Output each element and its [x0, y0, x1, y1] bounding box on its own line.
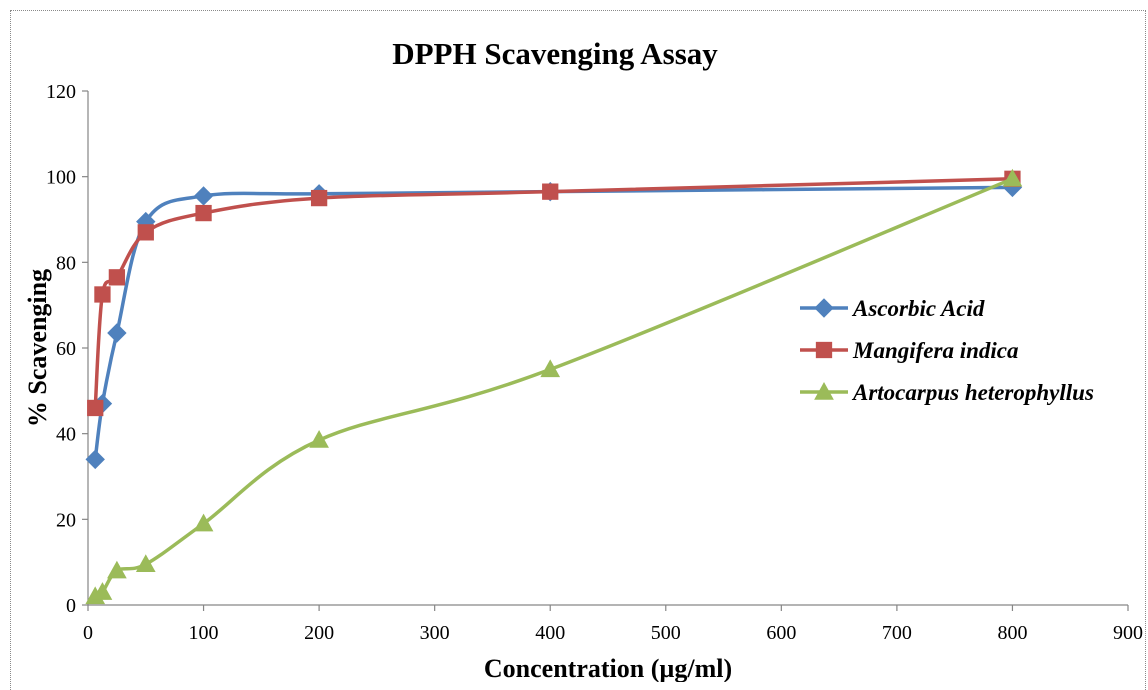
data-point: [310, 189, 328, 207]
data-point: [542, 183, 559, 200]
legend-label: Ascorbic Acid: [851, 296, 985, 321]
legend-marker: [814, 298, 834, 318]
x-tick-label: 500: [651, 622, 681, 644]
y-tick-label: 60: [56, 338, 76, 360]
legend-label: Artocarpus heterophyllus: [851, 380, 1094, 405]
y-axis-title: % Scavenging: [23, 269, 52, 427]
data-point: [108, 269, 126, 286]
x-tick-label: 100: [189, 622, 219, 644]
y-tick-label: 0: [66, 595, 76, 617]
data-point: [107, 560, 127, 579]
y-tick-label: 120: [46, 81, 76, 103]
legend-item: Mangifera indica: [800, 338, 1018, 363]
x-tick-label: 300: [420, 622, 450, 644]
chart-title: DPPH Scavenging Assay: [392, 36, 718, 71]
y-tick-label: 40: [56, 424, 76, 446]
axes: 0 20 40 60 80 100 120 0 100 200 300 400 500 600 700 800…: [46, 81, 1143, 644]
series-layer: [85, 168, 1023, 605]
data-point: [92, 582, 113, 600]
data-point: [107, 323, 127, 343]
legend-item: Ascorbic Acid: [800, 296, 985, 321]
data-point: [195, 204, 212, 222]
x-tick-label: 400: [535, 622, 565, 644]
data-point: [137, 224, 154, 241]
data-point: [309, 430, 329, 448]
legend-marker: [815, 341, 833, 359]
series-artocarpus-heterophyllus: [85, 168, 1023, 605]
x-tick-label: 900: [1113, 622, 1143, 644]
legend-marker: [814, 381, 834, 400]
chart-frame: [10, 10, 1146, 690]
x-tick-label: 0: [83, 622, 93, 644]
x-axis-title: Concentration (µg/ml): [484, 654, 732, 682]
data-point: [94, 286, 111, 303]
y-tick-label: 100: [46, 167, 76, 189]
data-point: [193, 513, 214, 532]
series-line: [93, 185, 1015, 462]
x-tick-label: 800: [997, 622, 1027, 644]
y-tick-label: 80: [56, 252, 76, 274]
x-tick-label: 200: [304, 622, 334, 644]
x-tick-label: 700: [882, 622, 912, 644]
y-tick-label: 20: [56, 509, 76, 531]
series-line: [93, 177, 1015, 410]
legend-label: Mangifera indica: [852, 338, 1018, 363]
series-mangifera-indica: [87, 170, 1021, 417]
data-point: [193, 186, 214, 206]
data-point: [1002, 168, 1023, 187]
data-point: [135, 554, 156, 573]
legend-item: Artocarpus heterophyllus: [800, 380, 1094, 405]
data-point: [85, 449, 105, 470]
data-point: [540, 359, 561, 378]
x-tick-label: 600: [766, 622, 796, 644]
legend: Ascorbic Acid Mangifera indica Artocarpus …: [800, 296, 1094, 405]
data-point: [87, 399, 104, 417]
series-ascorbic-acid: [85, 177, 1023, 470]
